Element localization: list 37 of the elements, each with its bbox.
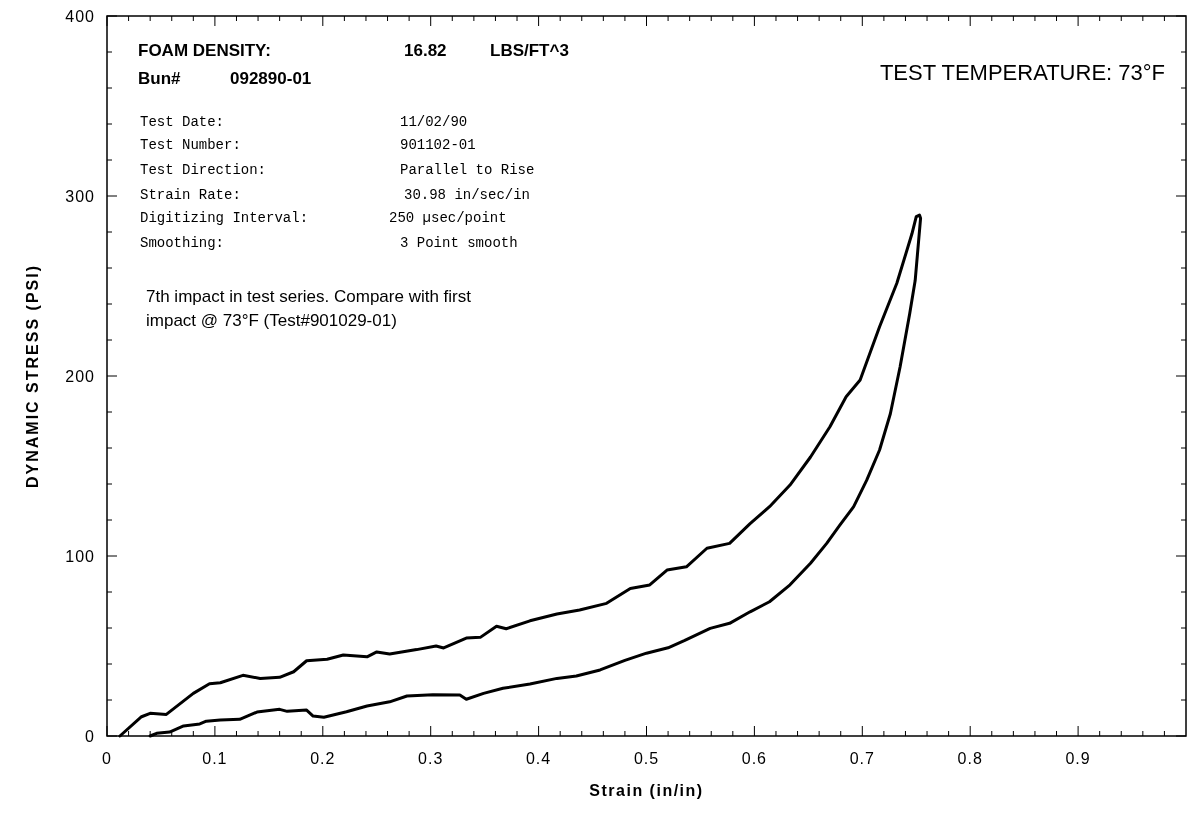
annotation: 16.82 — [404, 41, 447, 60]
x-tick-label: 0.7 — [849, 750, 875, 767]
y-tick-label: 400 — [65, 7, 95, 25]
x-tick-label: 0.3 — [418, 750, 444, 767]
y-tick-label: 200 — [65, 367, 95, 385]
annotation: FOAM DENSITY: — [138, 41, 271, 60]
annotation: Test Date: — [140, 114, 225, 130]
x-tick-label: 0.4 — [525, 750, 552, 767]
annotation: Strain Rate: — [140, 187, 241, 203]
annotation: 901102-01 — [400, 137, 476, 153]
x-tick-label: 0.1 — [202, 750, 228, 767]
annotation: Digitizing Interval: — [140, 210, 309, 226]
annotation: 30.98 in/sec/in — [404, 187, 531, 203]
annotation: Parallel to Rise — [400, 162, 535, 178]
y-tick-label: 0 — [85, 727, 95, 745]
x-tick-label: 0.8 — [957, 750, 983, 767]
annotation: TEST TEMPERATURE: 73°F — [879, 60, 1165, 85]
x-tick-label: 0.2 — [310, 750, 336, 767]
annotation: Bun# — [138, 69, 182, 88]
annotation: 3 Point smooth — [400, 235, 518, 251]
y-tick-label: 300 — [65, 187, 95, 205]
annotation: 7th impact in test series. Compare with first — [146, 287, 472, 306]
annotation: Test Number: — [140, 137, 241, 153]
annotation: 092890-01 — [230, 69, 312, 88]
annotation: Test Direction: — [140, 162, 267, 178]
annotation: LBS/FT^3 — [490, 41, 569, 60]
x-tick-label: 0.6 — [741, 750, 768, 767]
y-axis-title: DYNAMIC STRESS (PSI) — [24, 263, 41, 489]
x-tick-label: 0 — [102, 750, 112, 767]
y-tick-label: 100 — [65, 547, 95, 565]
annotation: impact @ 73°F (Test#901029-01) — [146, 311, 397, 330]
annotation: 11/02/90 — [400, 114, 468, 130]
annotation: 250 µsec/point — [389, 210, 507, 226]
x-tick-label: 0.9 — [1065, 750, 1091, 767]
annotation: Smoothing: — [140, 235, 225, 251]
x-axis-title: Strain (in/in) — [589, 782, 704, 799]
x-tick-label: 0.5 — [633, 750, 660, 767]
